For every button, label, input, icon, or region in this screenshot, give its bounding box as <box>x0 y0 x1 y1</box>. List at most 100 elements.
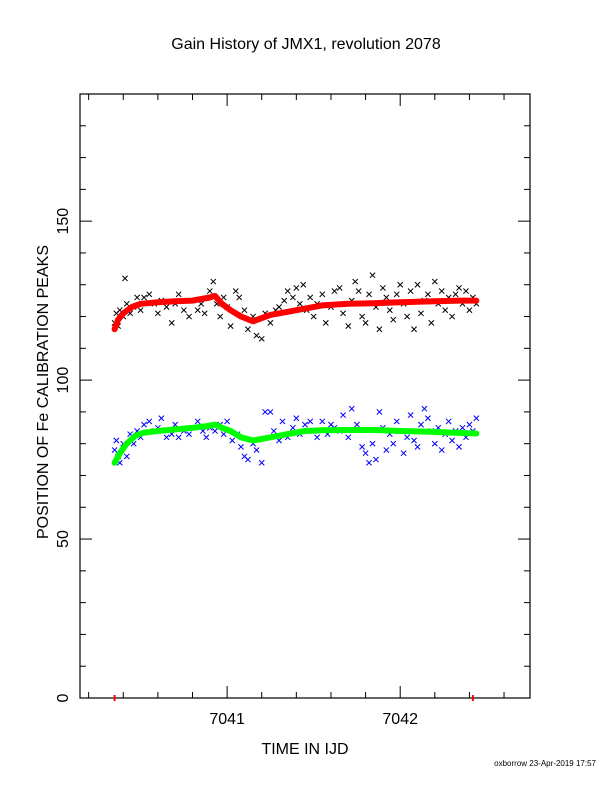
fit-line <box>111 292 480 333</box>
series-1 <box>111 292 480 333</box>
data-point <box>393 291 400 298</box>
data-point <box>366 459 372 466</box>
data-point <box>146 418 153 425</box>
data-point <box>386 307 393 314</box>
data-point <box>241 307 248 314</box>
data-point <box>302 421 308 428</box>
data-point <box>267 319 274 326</box>
data-point <box>220 431 227 438</box>
data-point <box>473 415 480 422</box>
data-point <box>244 326 251 333</box>
data-point <box>123 300 130 307</box>
data-point <box>379 284 386 291</box>
series-0 <box>111 272 480 342</box>
chart-title: Gain History of JMX1, revolution 2078 <box>171 36 441 53</box>
data-point <box>168 319 175 326</box>
data-point <box>220 294 227 301</box>
plot-frame <box>79 93 531 699</box>
data-point <box>359 443 366 450</box>
data-point <box>111 447 118 453</box>
data-point <box>376 326 383 333</box>
data-point <box>310 313 317 320</box>
data-point <box>258 335 265 342</box>
data-point <box>293 284 300 291</box>
data-point <box>122 275 128 282</box>
data-point <box>449 313 456 320</box>
data-point <box>262 408 269 415</box>
data-point <box>194 418 201 425</box>
data-point <box>314 434 321 441</box>
data-point <box>154 310 161 317</box>
data-point <box>418 310 424 317</box>
series-3 <box>111 421 480 466</box>
data-point <box>307 418 314 425</box>
data-point <box>186 313 192 320</box>
data-point <box>284 288 291 295</box>
data-point <box>353 421 360 428</box>
data-point <box>397 281 404 288</box>
data-point <box>404 313 411 320</box>
data-point <box>238 443 244 450</box>
x-axis-ticks: 7041 7042 <box>88 94 505 728</box>
data-point <box>383 447 390 453</box>
data-point <box>186 431 192 438</box>
data-point <box>203 434 210 441</box>
data-point <box>366 291 372 298</box>
data-point <box>352 278 359 285</box>
data-point <box>369 272 376 279</box>
data-point <box>459 424 466 431</box>
data-point <box>463 288 469 295</box>
data-point <box>456 443 462 450</box>
data-point <box>411 437 417 444</box>
y-tick-label: 0 <box>55 693 72 702</box>
data-point <box>331 288 338 295</box>
data-point <box>232 288 239 295</box>
data-point <box>293 415 300 422</box>
data-point <box>383 294 390 301</box>
data-point <box>163 434 170 441</box>
data-point <box>466 307 473 314</box>
data-point <box>267 408 274 415</box>
data-point <box>452 291 459 298</box>
data-point <box>276 304 282 310</box>
data-point <box>431 278 438 285</box>
y-axis-label: POSITION OF Fe CALIBRATION PEAKS <box>35 245 52 539</box>
y-tick-label: 150 <box>55 208 72 235</box>
data-point <box>340 310 347 317</box>
data-point <box>428 319 435 326</box>
data-point <box>141 421 147 428</box>
data-point <box>217 313 224 320</box>
data-point <box>300 281 307 288</box>
data-point <box>289 424 296 431</box>
y-axis-ticks: 0 50 100 150 <box>55 93 530 702</box>
data-point <box>414 281 421 288</box>
data-point <box>201 310 208 317</box>
data-point <box>407 288 414 295</box>
data-point <box>113 437 120 444</box>
data-point <box>424 291 431 298</box>
data-point <box>431 440 438 447</box>
data-point <box>418 421 424 428</box>
data-point <box>146 291 153 298</box>
data-point <box>296 300 303 307</box>
data-point <box>362 319 369 326</box>
data-point <box>289 294 296 301</box>
data-point <box>270 428 277 434</box>
data-point <box>244 456 251 463</box>
data-point <box>158 415 165 422</box>
data-point <box>438 288 445 295</box>
data-point <box>404 434 411 441</box>
zero-markers <box>113 695 474 701</box>
data-point <box>206 288 213 295</box>
data-point <box>134 294 141 301</box>
data-point <box>123 453 130 460</box>
data-point <box>390 440 397 447</box>
x-tick-label: 7041 <box>209 711 245 728</box>
data-point <box>279 418 286 425</box>
y-tick-label: 100 <box>55 367 72 394</box>
data-point <box>421 405 428 412</box>
data-point <box>319 418 326 425</box>
data-point <box>253 332 260 339</box>
data-point <box>180 307 187 314</box>
